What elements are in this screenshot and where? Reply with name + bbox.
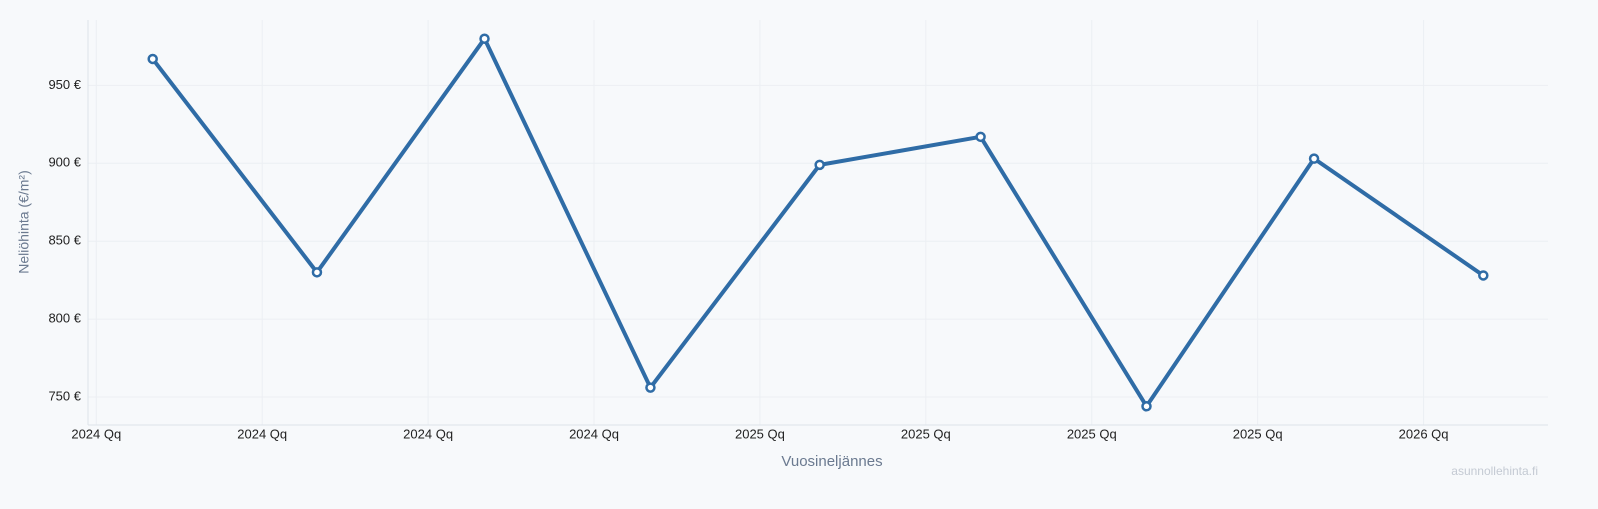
x-tick-label: 2025 Qq	[901, 426, 951, 441]
point	[147, 53, 158, 65]
point	[975, 131, 986, 143]
y-axis-label: Neliöhinta (€/m²)	[16, 170, 32, 273]
watermark: asunnollehinta.fi	[1451, 464, 1538, 478]
point	[1141, 401, 1152, 412]
y-tick-label: 850 €	[48, 233, 81, 248]
point	[311, 267, 323, 278]
point	[645, 382, 656, 393]
x-tick-label: 2024 Qq	[403, 426, 453, 441]
x-axis-label: Vuosineljännes	[781, 453, 882, 470]
x-tick-label: 2026 Qq	[1399, 426, 1449, 441]
point	[479, 33, 490, 44]
x-tick-label: 2025 Qq	[1233, 426, 1283, 441]
x-tick-label: 2025 Qq	[735, 426, 785, 441]
x-tick-label: 2024 Qq	[71, 426, 121, 441]
point	[1308, 153, 1320, 164]
x-tick-label: 2025 Qq	[1067, 426, 1117, 441]
y-tick-label: 800 €	[48, 311, 81, 326]
x-tick-label: 2024 Qq	[237, 426, 287, 441]
point	[814, 159, 825, 171]
point	[1478, 270, 1489, 281]
y-tick-label: 900 €	[48, 155, 81, 170]
x-tick-label: 2024 Qq	[569, 426, 619, 441]
y-tick-label: 950 €	[48, 77, 81, 92]
y-tick-label: 750 €	[48, 388, 81, 403]
